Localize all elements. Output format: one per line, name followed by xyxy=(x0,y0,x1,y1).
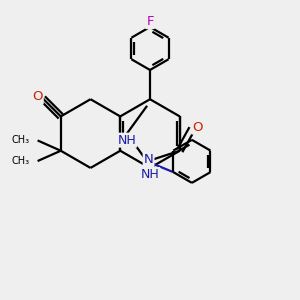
Text: NH: NH xyxy=(118,134,136,147)
Text: O: O xyxy=(192,121,203,134)
Text: CH₃: CH₃ xyxy=(11,156,29,166)
Text: CH₃: CH₃ xyxy=(11,135,29,146)
Text: O: O xyxy=(32,91,43,103)
Text: F: F xyxy=(146,15,154,28)
Text: N: N xyxy=(144,153,153,167)
Text: NH: NH xyxy=(141,168,159,181)
